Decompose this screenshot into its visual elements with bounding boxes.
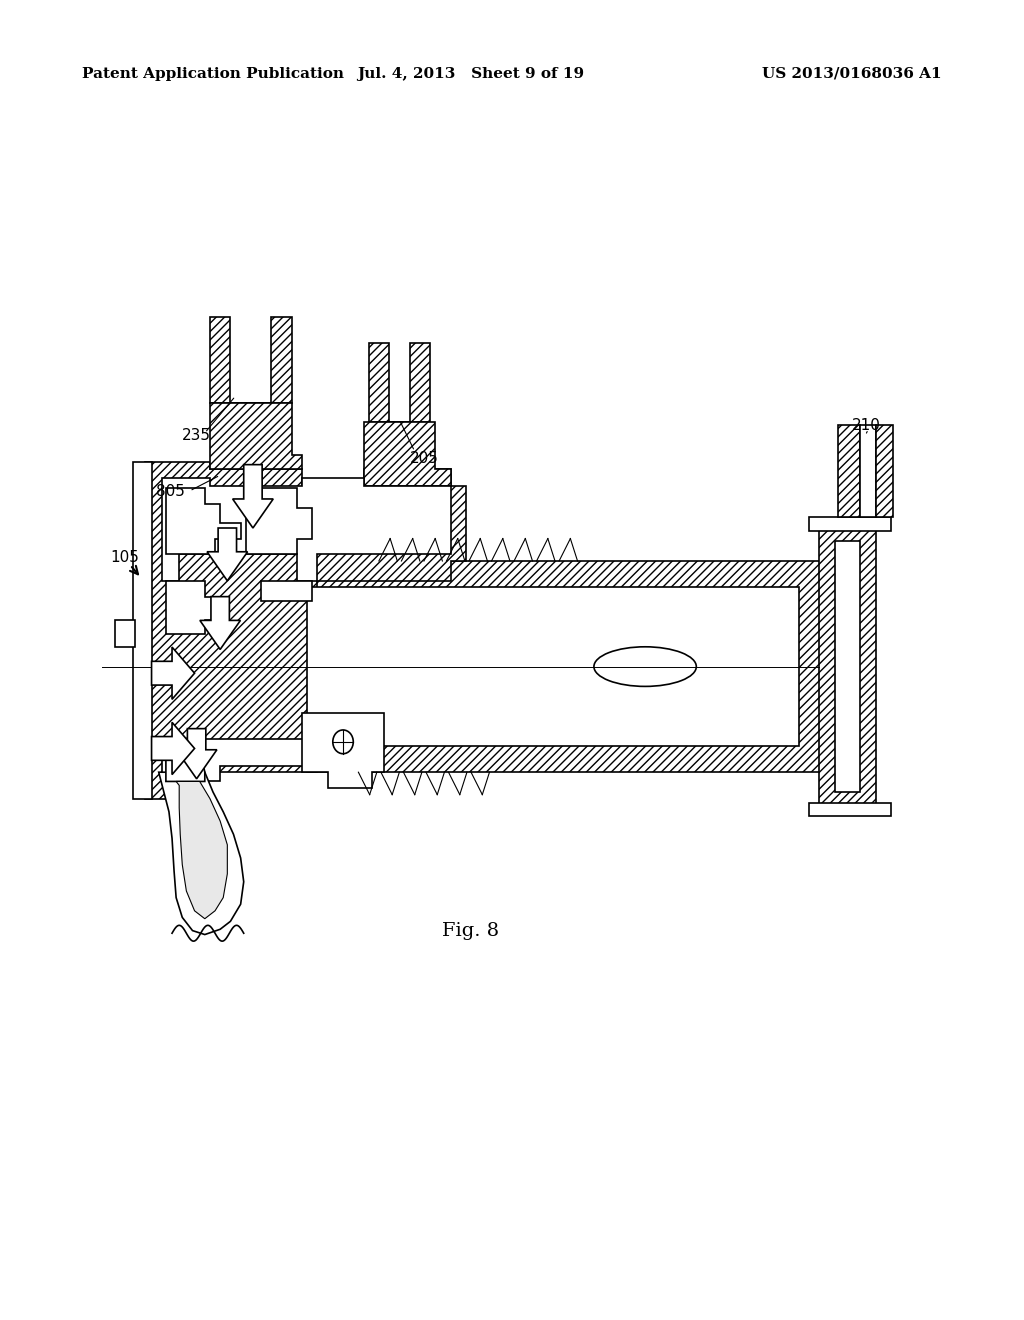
Ellipse shape (333, 730, 353, 754)
Polygon shape (364, 422, 451, 486)
Text: 105: 105 (111, 549, 139, 565)
Text: US 2013/0168036 A1: US 2013/0168036 A1 (763, 67, 942, 81)
Polygon shape (819, 528, 876, 805)
Polygon shape (210, 317, 292, 403)
Polygon shape (860, 425, 876, 517)
Polygon shape (838, 425, 860, 517)
Polygon shape (302, 713, 384, 788)
Polygon shape (369, 343, 430, 422)
Text: Fig. 8: Fig. 8 (442, 921, 500, 940)
Polygon shape (261, 581, 312, 601)
Polygon shape (133, 462, 152, 799)
Polygon shape (162, 739, 317, 781)
FancyArrow shape (176, 729, 217, 779)
Polygon shape (162, 478, 451, 581)
Polygon shape (246, 488, 312, 554)
Polygon shape (210, 403, 302, 469)
Polygon shape (835, 541, 860, 792)
Polygon shape (307, 561, 840, 772)
Text: Jul. 4, 2013   Sheet 9 of 19: Jul. 4, 2013 Sheet 9 of 19 (357, 67, 585, 81)
Polygon shape (876, 425, 893, 517)
Ellipse shape (594, 647, 696, 686)
FancyArrow shape (232, 465, 273, 528)
Polygon shape (166, 739, 205, 781)
FancyArrow shape (152, 647, 195, 700)
Polygon shape (115, 620, 135, 647)
Polygon shape (809, 803, 891, 816)
Polygon shape (145, 462, 466, 799)
Polygon shape (159, 772, 244, 935)
Text: Patent Application Publication: Patent Application Publication (82, 67, 344, 81)
FancyArrow shape (200, 597, 241, 649)
Polygon shape (307, 587, 799, 746)
Text: 210: 210 (852, 417, 881, 433)
FancyArrow shape (207, 528, 248, 581)
Polygon shape (166, 581, 223, 634)
Text: 805: 805 (156, 483, 184, 499)
Polygon shape (176, 781, 227, 919)
Text: 235: 235 (182, 428, 211, 444)
Text: 205: 205 (410, 450, 438, 466)
FancyArrow shape (152, 722, 195, 775)
Polygon shape (809, 517, 891, 531)
Polygon shape (166, 488, 241, 554)
